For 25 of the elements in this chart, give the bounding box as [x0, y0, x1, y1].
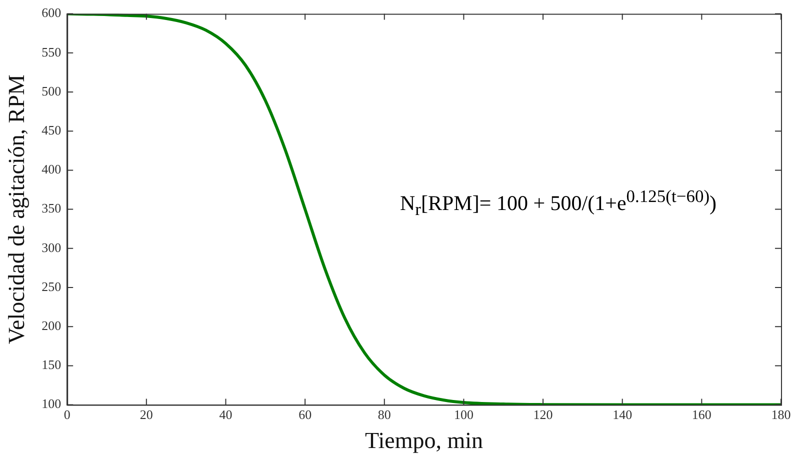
x-tick-label: 100 [454, 407, 474, 422]
y-tick-label: 450 [42, 122, 62, 138]
x-tick-label: 140 [612, 407, 632, 422]
x-axis-title: Tiempo, min [365, 428, 484, 454]
x-tick-label: 180 [771, 407, 791, 422]
y-axis-title: Velocidad de agitación, RPM [4, 74, 29, 344]
x-tick-label: 0 [64, 407, 70, 422]
x-tick-label: 40 [219, 407, 232, 422]
x-tick-label: 60 [298, 407, 312, 422]
y-tick-label: 300 [42, 240, 62, 255]
x-tick-label: 80 [378, 407, 391, 422]
y-tick-label: 200 [42, 318, 62, 334]
y-tick-label: 250 [42, 278, 62, 294]
y-tick-label: 600 [42, 5, 62, 20]
y-tick-label: 400 [42, 162, 62, 177]
line-series [67, 14, 781, 405]
annotation: N$_{r}$[RPM]= 100 + 500/(1+e$^{0.125(t−60)}$) [400, 186, 717, 220]
y-tick-label: 350 [42, 200, 62, 216]
x-tick-label: 20 [140, 407, 153, 422]
x-tick-label: 160 [692, 407, 712, 422]
y-tick-label: 550 [42, 44, 62, 60]
y-tick-label: 500 [42, 83, 62, 98]
y-tick-label: 150 [42, 357, 62, 372]
y-tick-label: 100 [42, 396, 62, 412]
x-tick-label: 120 [533, 407, 553, 422]
